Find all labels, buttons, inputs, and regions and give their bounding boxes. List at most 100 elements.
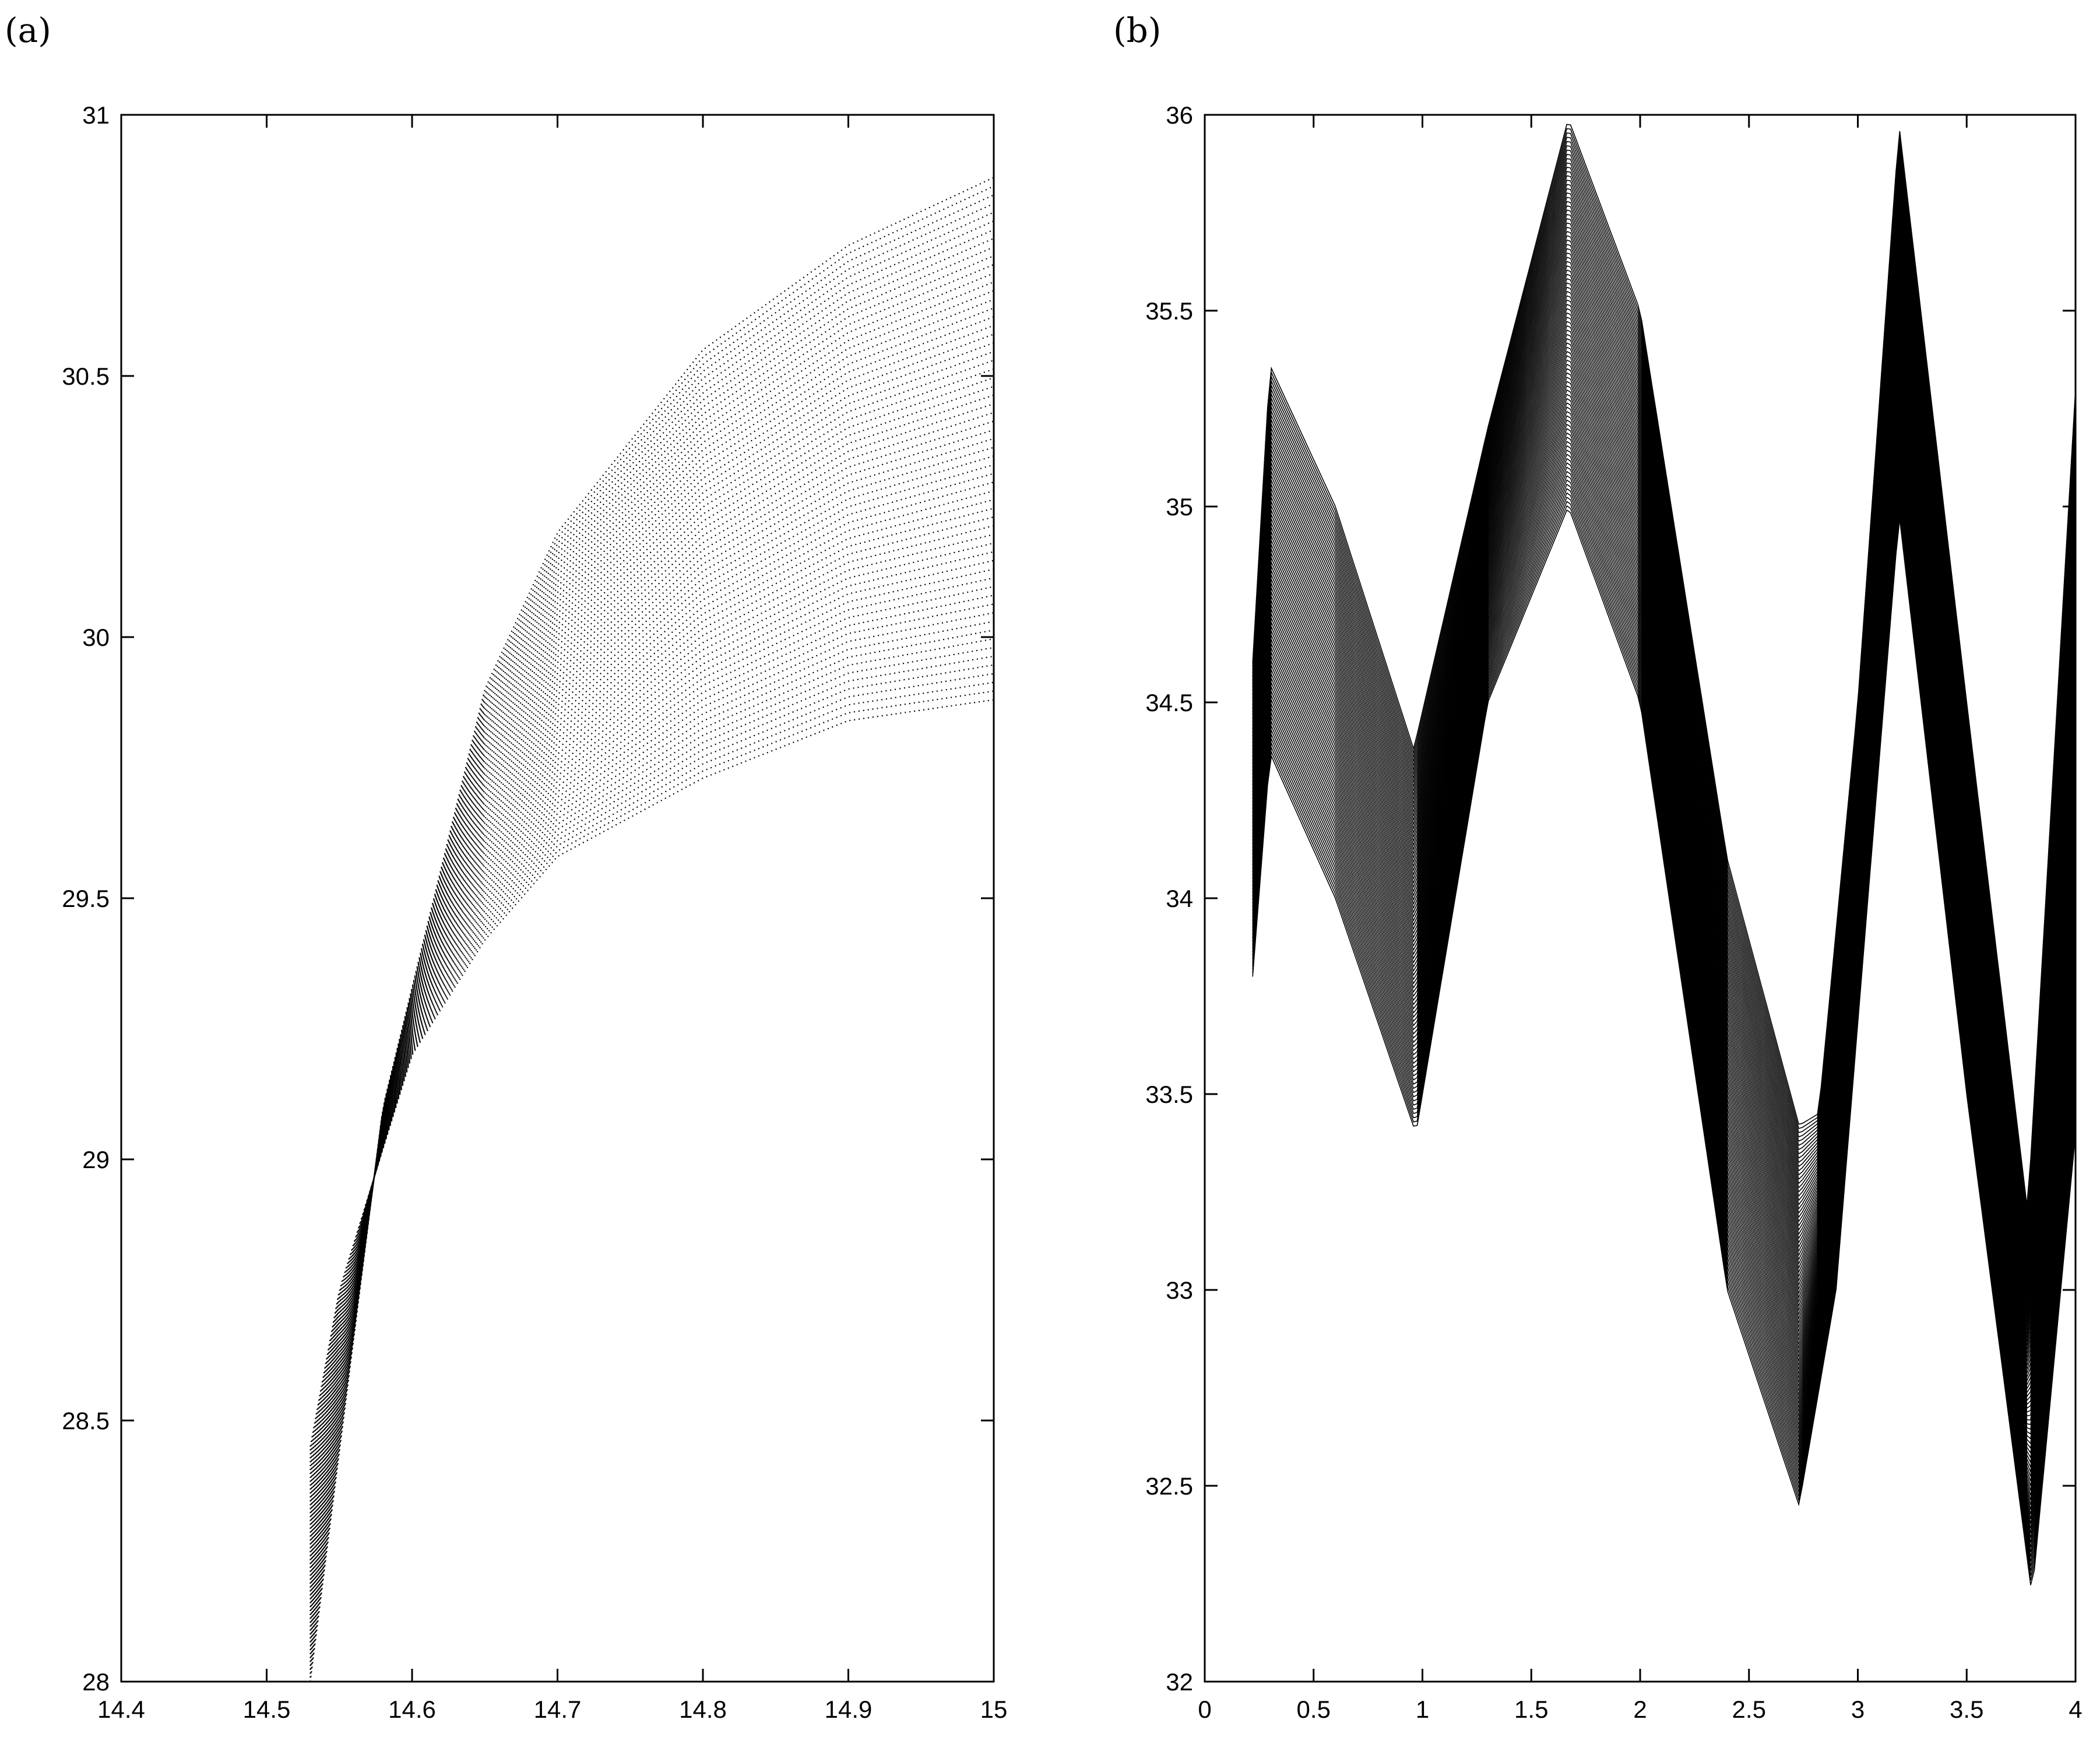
- band-curve-a: [309, 586, 994, 1498]
- band-curve-a: [309, 342, 994, 1608]
- band-curve-a: [309, 360, 994, 1600]
- band-curve-b: [1252, 453, 2076, 1524]
- band-curve-a: [309, 533, 994, 1521]
- band-curve-b: [1252, 333, 2076, 1398]
- band-curve-a: [309, 664, 994, 1462]
- x-tick-label: 3.5: [1950, 1696, 1983, 1723]
- band-curve-b: [1252, 145, 2076, 1225]
- chart-panel-b: 0 0.5 1 1.5 2 2.5 3 3.5 43232.53333.53434.53535.…: [1145, 101, 2082, 1723]
- band-curve-b: [1252, 350, 2076, 1413]
- y-tick-label: 33.5: [1145, 1081, 1193, 1108]
- band-curve-b: [1252, 222, 2076, 1296]
- band-curve-b: [1252, 201, 2076, 1276]
- band-curve-a: [309, 646, 994, 1471]
- band-curve-a: [309, 203, 994, 1670]
- y-tick-label: 32.5: [1145, 1472, 1193, 1500]
- x-tick-label: 0.5: [1297, 1696, 1331, 1723]
- band-curve-a: [309, 351, 994, 1604]
- band-curve-b: [1252, 325, 2076, 1391]
- y-tick-label: 29: [82, 1146, 110, 1173]
- band-curve-b: [1252, 252, 2076, 1323]
- band-curve-b: [1252, 175, 2076, 1253]
- band-curve-a: [309, 263, 994, 1643]
- band-curve-a: [309, 455, 994, 1557]
- band-curve-a: [309, 325, 994, 1615]
- band-curve-b: [1252, 273, 2076, 1342]
- band-curve-b: [1252, 231, 2076, 1303]
- band-curve-b: [1252, 128, 2076, 1209]
- data-band-b: [1252, 124, 2076, 1585]
- band-curve-b: [1252, 385, 2076, 1450]
- band-curve-b: [1252, 180, 2076, 1257]
- band-curve-b: [1252, 304, 2076, 1370]
- band-curve-a: [309, 229, 994, 1658]
- band-curve-b: [1252, 402, 2076, 1469]
- band-curve-a: [309, 560, 994, 1510]
- band-curve-b: [1252, 308, 2076, 1374]
- band-curve-b: [1252, 337, 2076, 1402]
- band-curve-b: [1252, 321, 2076, 1387]
- band-curve-b: [1252, 136, 2076, 1218]
- axis-ticks-a: 14.4 14.5 14.6 14.7 14.8 14.9 15 28 28.5 29 29.5 30…: [62, 101, 1007, 1723]
- band-curve-a: [309, 333, 994, 1612]
- band-curve-b: [1252, 377, 2076, 1440]
- y-tick-label: 32: [1166, 1668, 1193, 1696]
- band-curve-a: [309, 290, 994, 1631]
- band-curve-b: [1252, 458, 2076, 1529]
- band-curve-a: [309, 316, 994, 1619]
- y-tick-label: 28: [82, 1668, 110, 1696]
- band-curve-b: [1252, 419, 2076, 1486]
- band-curve-b: [1252, 342, 2076, 1405]
- band-curve-b: [1252, 410, 2076, 1477]
- band-curve-b: [1252, 492, 2076, 1567]
- band-curve-b: [1252, 291, 2076, 1358]
- band-curve-b: [1252, 381, 2076, 1445]
- x-tick-label: 4: [2069, 1696, 2082, 1723]
- band-curve-a: [309, 595, 994, 1494]
- band-curve-b: [1252, 158, 2076, 1237]
- band-curve-a: [309, 272, 994, 1639]
- band-curve-a: [309, 603, 994, 1490]
- band-curve-b: [1252, 479, 2076, 1552]
- y-tick-label: 36: [1166, 101, 1193, 129]
- axis-ticks-b: 0 0.5 1 1.5 2 2.5 3 3.5 43232.53333.53434.53535.…: [1145, 101, 2082, 1723]
- band-curve-b: [1252, 359, 2076, 1420]
- band-curve-b: [1252, 184, 2076, 1260]
- band-curve-b: [1252, 346, 2076, 1409]
- band-curve-b: [1252, 299, 2076, 1366]
- band-curve-a: [309, 255, 994, 1647]
- band-curve-b: [1252, 505, 2076, 1581]
- plot-frame-a: [120, 114, 995, 1683]
- x-tick-label: 3: [1851, 1696, 1865, 1723]
- band-curve-b: [1252, 248, 2076, 1319]
- band-curve-a: [309, 621, 994, 1482]
- band-curve-b: [1252, 295, 2076, 1362]
- band-curve-b: [1252, 278, 2076, 1346]
- band-curve-b: [1252, 475, 2076, 1548]
- band-curve-b: [1252, 423, 2076, 1491]
- y-tick-label: 30: [82, 624, 110, 651]
- band-curve-b: [1252, 509, 2076, 1585]
- band-curve-b: [1252, 488, 2076, 1562]
- band-curve-b: [1252, 372, 2076, 1435]
- chart-panel-a: 14.4 14.5 14.6 14.7 14.8 14.9 15 28 28.5 29 29.5 30…: [62, 101, 1007, 1723]
- band-curve-a: [309, 655, 994, 1467]
- panel-a-label: (a): [5, 10, 51, 50]
- y-tick-label: 33: [1166, 1277, 1193, 1304]
- band-curve-a: [309, 577, 994, 1502]
- band-curve-a: [309, 412, 994, 1576]
- band-curve-a: [309, 630, 994, 1478]
- x-tick-label: 2: [1633, 1696, 1647, 1723]
- band-curve-b: [1252, 436, 2076, 1505]
- band-curve-b: [1252, 441, 2076, 1510]
- band-curve-a: [309, 238, 994, 1655]
- band-curve-b: [1252, 188, 2076, 1264]
- band-curve-a: [309, 681, 994, 1455]
- y-tick-label: 29.5: [62, 885, 110, 912]
- x-tick-label: 14.7: [534, 1696, 582, 1723]
- x-tick-label: 14.6: [388, 1696, 436, 1723]
- band-curve-a: [309, 212, 994, 1666]
- band-curve-a: [309, 673, 994, 1459]
- band-curve-b: [1252, 282, 2076, 1350]
- band-curve-b: [1252, 261, 2076, 1331]
